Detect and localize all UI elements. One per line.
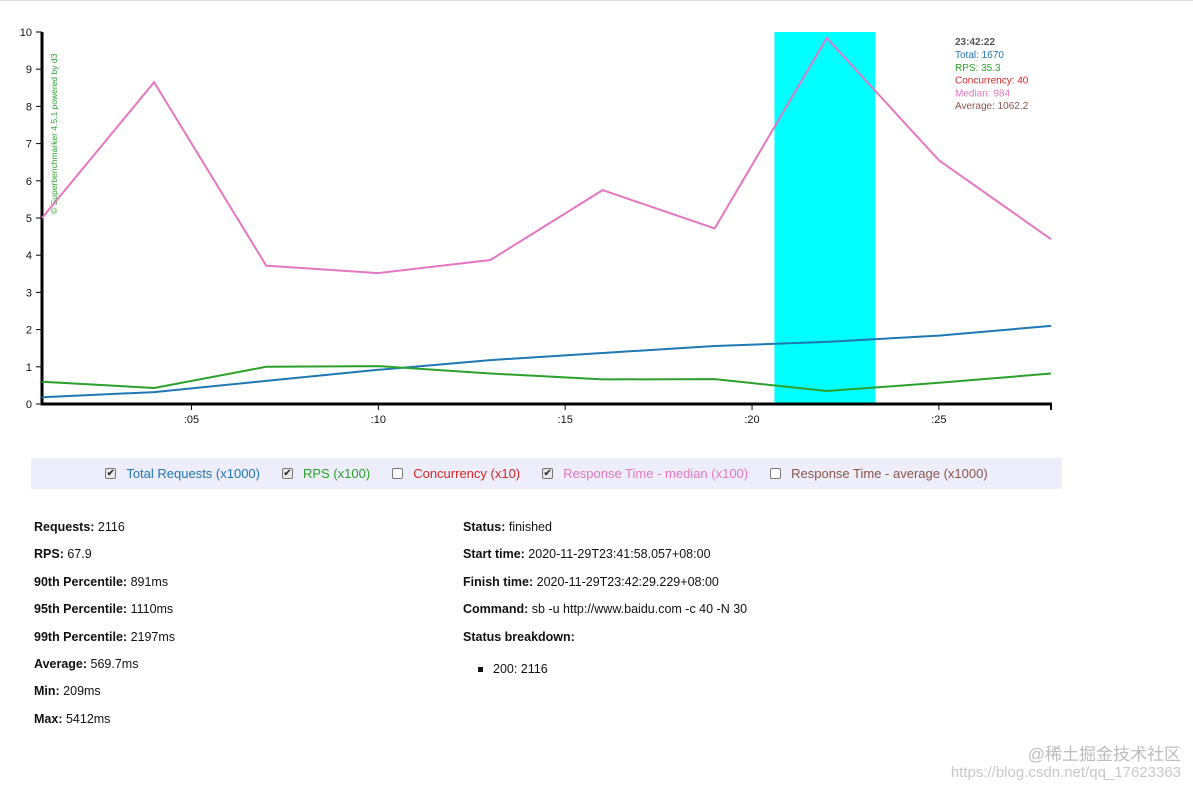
x-tick-label: :15 [558, 414, 573, 426]
legend-toggle-3[interactable]: ✔ Response Time - median (x100) [542, 466, 748, 481]
stat-value: 2116 [94, 520, 125, 534]
legend-label: Concurrency (x10) [413, 466, 521, 481]
stat-label: RPS: [34, 547, 64, 562]
legend-label: Response Time - average (x1000) [791, 466, 988, 481]
stat-row: Min: 209ms [34, 681, 175, 708]
y-tick-label: 7 [26, 139, 32, 151]
checkbox-unchecked-icon[interactable] [392, 468, 404, 479]
legend-toggle-1[interactable]: ✔ RPS (x100) [282, 466, 370, 481]
stat-value: sb -u http://www.baidu.com -c 40 -N 30 [528, 602, 748, 617]
stat-label: 90th Percentile: [34, 574, 128, 589]
stat-label: Min: [34, 684, 60, 699]
line-chart: 0 1 2 3 4 5 6 7 8 9 10 :05 :10 :15 :20 :25 © Superbenchm… [20, 27, 1052, 426]
x-tick-label: :25 [931, 414, 946, 426]
stat-row: Command: sb -u http://www.baidu.com -c 4… [463, 599, 747, 626]
watermark-brand: @稀土掘金技术社区 [1027, 745, 1181, 764]
x-tick-label: :10 [371, 414, 386, 426]
page-watermark: @稀土掘金技术社区 https://blog.csdn.net/qq_17623… [951, 746, 1181, 782]
stat-row: RPS: 67.9 [34, 544, 175, 571]
stat-value: 1110ms [127, 602, 174, 617]
stat-value: 569.7ms [87, 656, 139, 671]
series-legend: ✔ Total Requests (x1000) ✔ RPS (x100) Concur… [31, 458, 1062, 489]
chart-credit-label: © Superbenchmarker 4.5.1 powered by d3 [49, 53, 59, 214]
stat-label: Average: [34, 656, 88, 671]
legend-toggle-0[interactable]: ✔ Total Requests (x1000) [105, 466, 260, 481]
stat-label: Command: [463, 602, 529, 617]
checkbox-unchecked-icon[interactable] [770, 468, 782, 479]
y-tick-label: 10 [20, 27, 32, 39]
y-tick-label: 6 [26, 176, 32, 188]
stat-value: 891ms [127, 574, 169, 589]
stats-summary: Requests: 2116 RPS: 67.9 90th Percentile: … [34, 517, 175, 736]
stat-row: 95th Percentile: 1110ms [34, 599, 175, 626]
stat-row: Requests: 2116 [34, 517, 175, 544]
y-tick-label: 2 [26, 325, 32, 337]
stat-label: 99th Percentile: [34, 629, 128, 644]
legend-label: RPS (x100) [303, 466, 371, 481]
stat-value: 2020-11-29T23:41:58.057+08:00 [524, 547, 711, 562]
stat-label: Status breakdown: [463, 629, 575, 644]
stat-label: Status: [463, 520, 506, 534]
y-tick-label: 1 [26, 362, 32, 374]
x-tick-label: :05 [184, 414, 199, 426]
legend-label: Total Requests (x1000) [126, 466, 260, 481]
stat-label: Finish time: [463, 574, 534, 589]
stat-label: Max: [34, 711, 63, 726]
series-line-total-requests-x1000 [41, 324, 1052, 399]
top-border [0, 0, 1193, 1]
hover-highlight-band [774, 32, 876, 404]
stat-label: Requests: [34, 520, 95, 534]
checkbox-checked-icon[interactable]: ✔ [282, 468, 293, 479]
legend-toggle-4[interactable]: Response Time - average (x1000) [770, 466, 988, 481]
stat-value: 5412ms [62, 711, 111, 726]
stat-label: 95th Percentile: [34, 602, 128, 617]
series-line-rps-x100 [41, 365, 1052, 393]
stat-row: Max: 5412ms [34, 709, 175, 736]
legend-toggle-2[interactable]: Concurrency (x10) [392, 466, 520, 481]
stat-value: 2020-11-29T23:42:29.229+08:00 [533, 574, 719, 589]
tooltip-line: Total: 1670 [955, 50, 1004, 61]
stat-row: 99th Percentile: 2197ms [34, 627, 175, 654]
stat-row: Start time: 2020-11-29T23:41:58.057+08:0… [463, 544, 747, 571]
tooltip-line: Average: 1062.2 [955, 101, 1029, 112]
y-tick-label: 0 [26, 399, 32, 411]
stat-value: 209ms [59, 684, 101, 699]
stat-row: 90th Percentile: 891ms [34, 572, 175, 599]
tooltip-line: RPS: 35.3 [955, 63, 1001, 74]
stat-value: finished [505, 520, 552, 534]
stat-row: Status breakdown: [463, 627, 747, 654]
tooltip-line: Concurrency: 40 [955, 76, 1029, 87]
y-tick-label: 4 [26, 250, 32, 262]
run-details: Status: finished Start time: 2020-11-29T2… [463, 517, 747, 654]
checkbox-checked-icon[interactable]: ✔ [105, 468, 117, 479]
bullet-icon [478, 667, 483, 673]
list-item: 200: 2116 [478, 662, 548, 676]
breakdown-item-text: 200: 2116 [493, 662, 548, 676]
stat-row: Status: finished [463, 517, 747, 544]
tooltip-line: Median: 984 [955, 88, 1010, 99]
y-tick-label: 9 [26, 64, 32, 76]
stat-value: 2197ms [127, 629, 176, 644]
series-line-response-time-median-x100 [41, 36, 1052, 275]
status-breakdown-list: 200: 2116 [478, 662, 548, 676]
y-tick-label: 8 [26, 101, 32, 113]
stat-row: Finish time: 2020-11-29T23:42:29.229+08:… [463, 572, 747, 599]
tooltip-time: 23:42:22 [955, 37, 995, 48]
stat-row: Average: 569.7ms [34, 654, 175, 681]
stat-value: 67.9 [63, 547, 92, 562]
y-tick-label: 3 [26, 287, 32, 299]
legend-label: Response Time - median (x100) [563, 466, 749, 481]
y-tick-label: 5 [26, 213, 32, 225]
x-tick-label: :20 [744, 414, 759, 426]
checkbox-checked-icon[interactable]: ✔ [542, 468, 554, 479]
watermark-url: https://blog.csdn.net/qq_17623363 [950, 764, 1181, 781]
stat-label: Start time: [463, 547, 525, 562]
